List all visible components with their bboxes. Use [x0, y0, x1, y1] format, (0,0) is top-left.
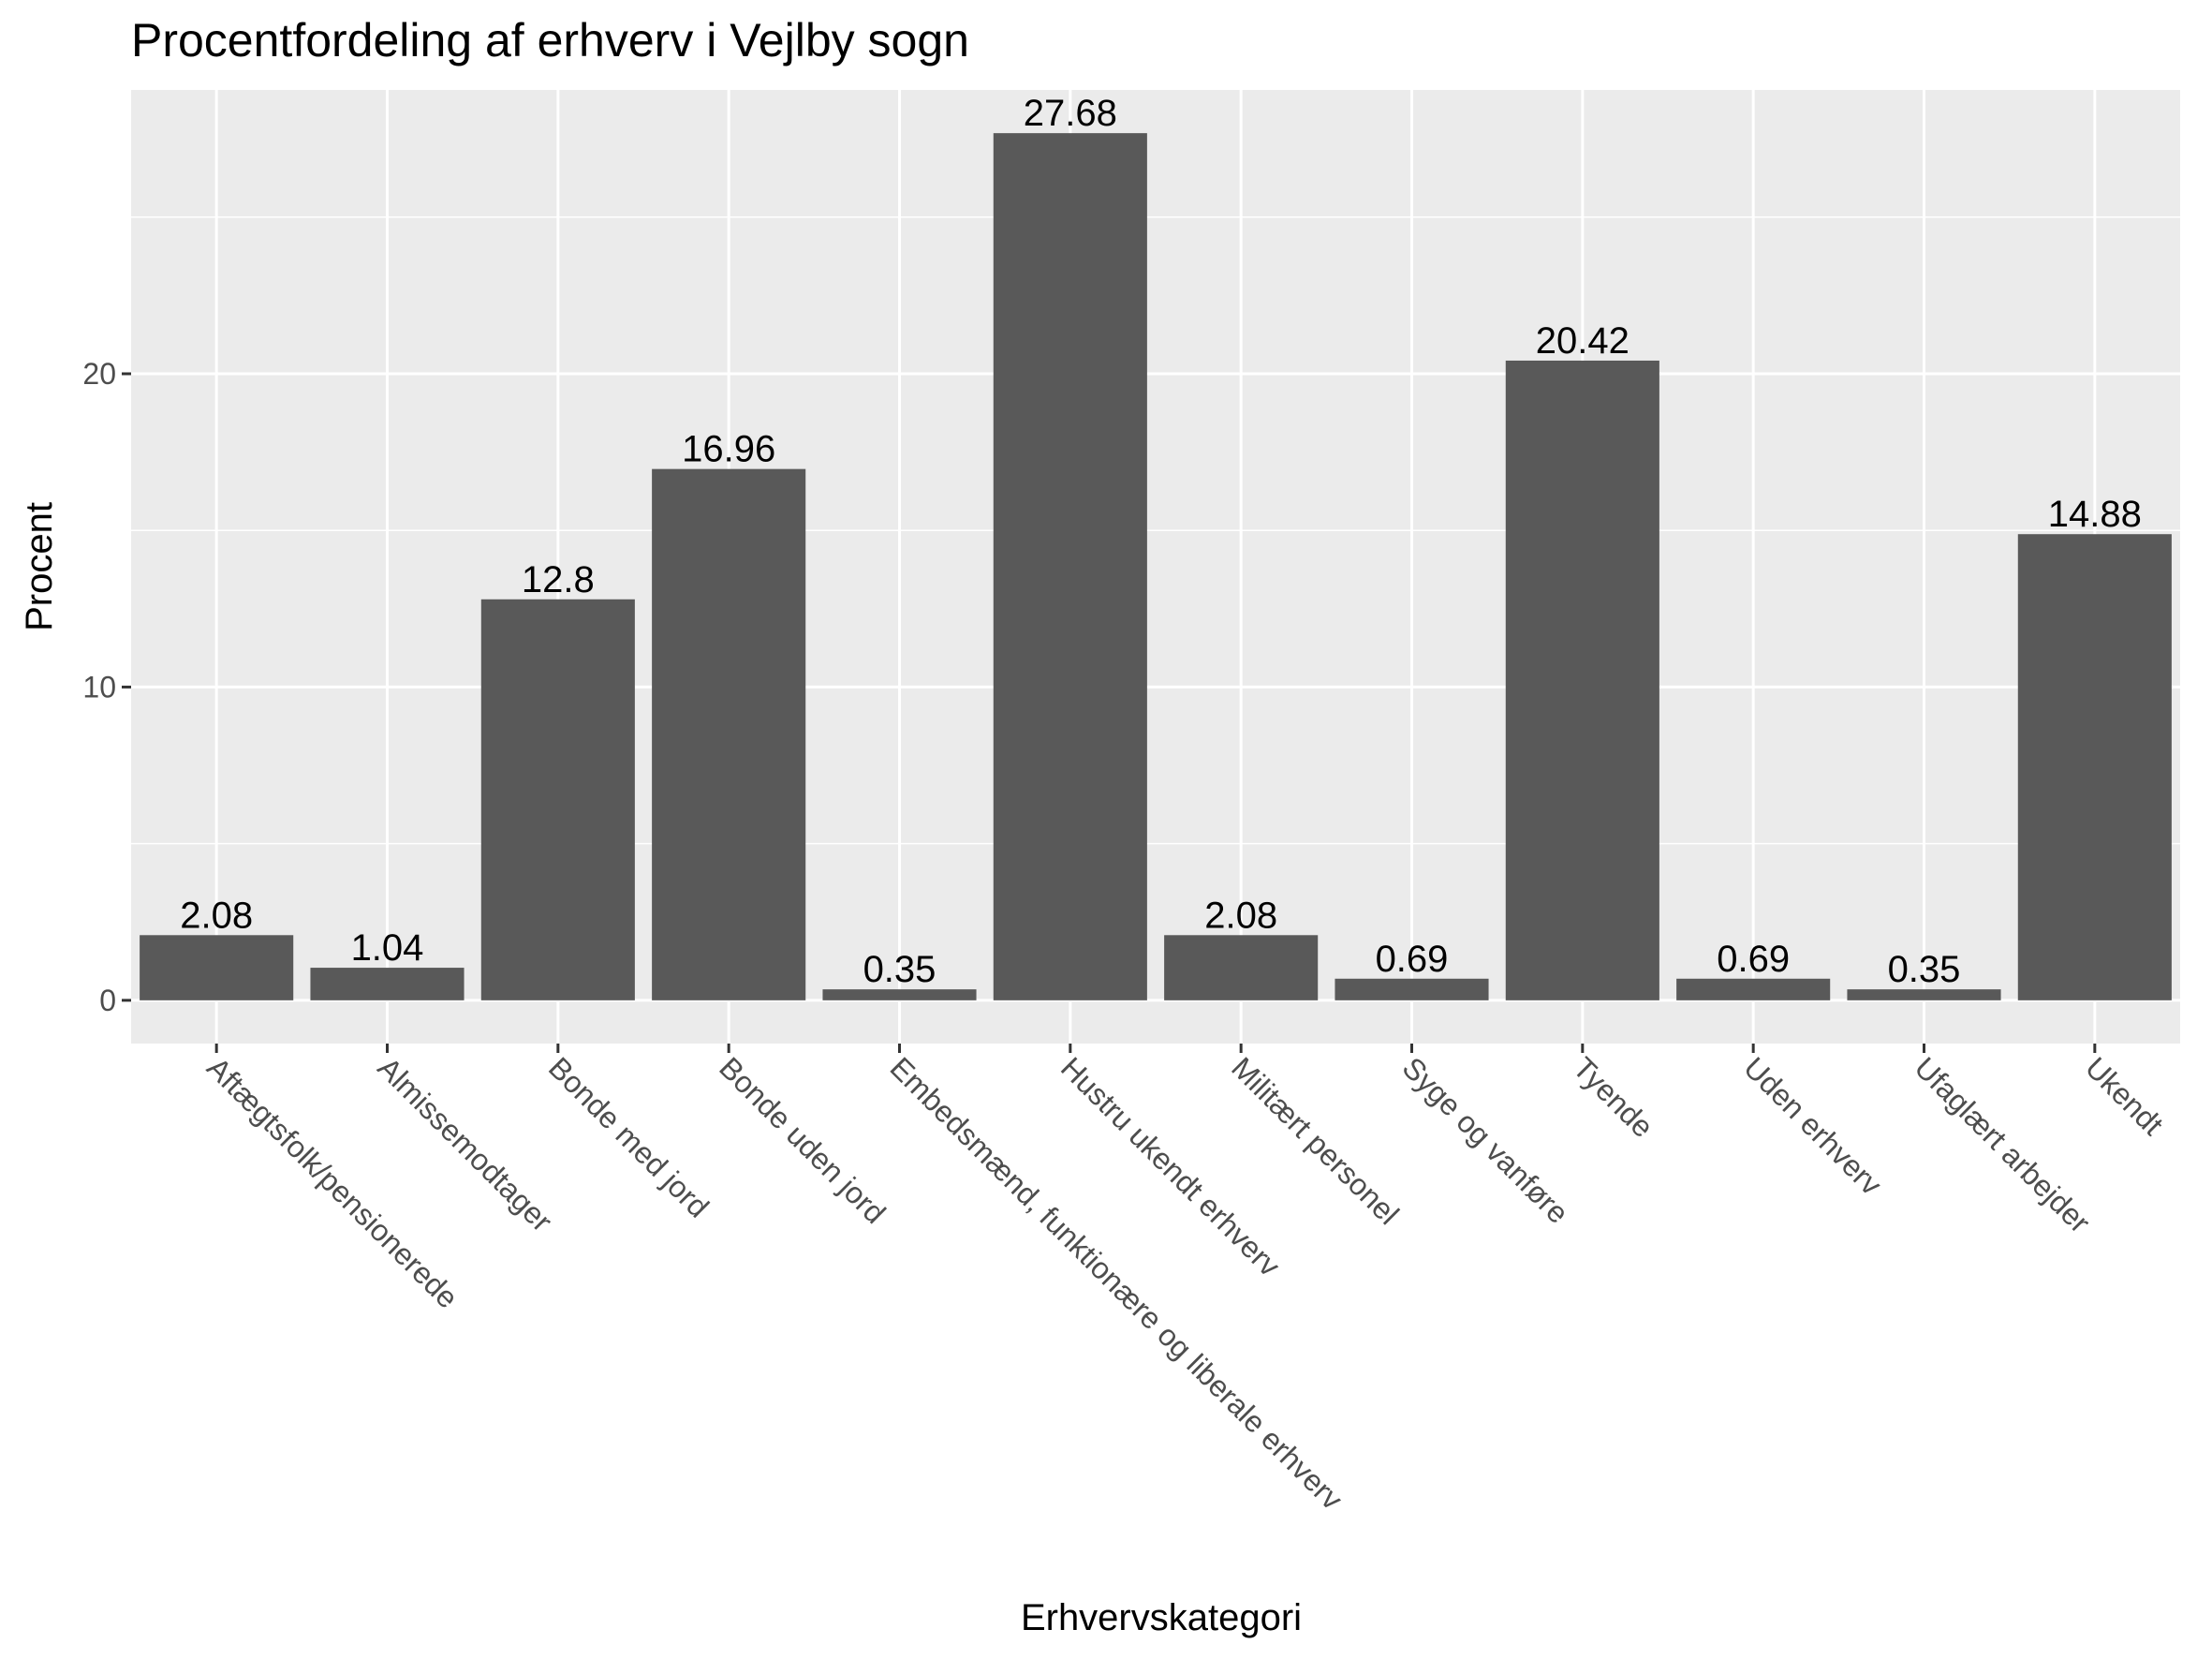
- x-tick-label: Ukendt: [2079, 1050, 2170, 1141]
- y-tick-label: 0: [99, 984, 116, 1017]
- x-tick-label: Uden erhverv: [1737, 1050, 1888, 1201]
- bar-value-label: 14.88: [2048, 494, 2142, 535]
- bar: [480, 599, 635, 1000]
- value-labels: 2.08 1.04 12.8 16.96 0.35 27.68 2.08 0.69 20.42 0…: [180, 93, 2142, 990]
- x-axis-title: Erhvervskategori: [1021, 1597, 1302, 1638]
- x-tick-label: Bonde med jord: [542, 1050, 715, 1223]
- bar-value-label: 0.35: [863, 949, 936, 990]
- bar-value-label: 2.08: [1204, 895, 1277, 936]
- bar: [140, 935, 294, 1000]
- bar: [1847, 989, 2001, 1000]
- minor-gridlines: [131, 216, 2180, 845]
- chart-title: Procentfordeling af erhverv i Vejlby sog…: [131, 14, 969, 67]
- bar: [1676, 978, 1831, 1000]
- x-tick-label: Bonde uden jord: [713, 1050, 892, 1230]
- bar-value-label: 0.69: [1717, 939, 1790, 980]
- x-tick-label: Ufaglært arbejder: [1909, 1050, 2098, 1239]
- bar: [993, 133, 1147, 1000]
- y-axis: 0 10 20: [82, 357, 131, 1017]
- bars: [140, 133, 2172, 1000]
- y-tick-label: 10: [82, 670, 116, 704]
- bar-value-label: 20.42: [1536, 320, 1630, 362]
- bar: [652, 468, 806, 1000]
- x-tick-label: Tyende: [1567, 1050, 1660, 1144]
- bar-value-label: 2.08: [180, 895, 253, 936]
- bar: [1164, 935, 1319, 1000]
- x-tick-label: Militært personel: [1225, 1050, 1406, 1231]
- x-tick-label: Almissemodtager: [372, 1050, 559, 1237]
- y-axis-title: Procent: [19, 502, 60, 631]
- bar: [2017, 534, 2172, 1000]
- x-axis: Aftægtsfolk/pensioneredeAlmissemodtagerB…: [200, 1044, 2170, 1517]
- bar-value-label: 27.68: [1024, 93, 1117, 134]
- bar-value-label: 12.8: [522, 559, 595, 600]
- bar: [1335, 978, 1489, 1000]
- bar-value-label: 0.69: [1376, 939, 1449, 980]
- bar: [822, 989, 977, 1000]
- y-tick-label: 20: [82, 357, 116, 391]
- bar-value-label: 1.04: [351, 927, 424, 969]
- plot-panel: [131, 90, 2180, 1044]
- x-tick-label: Syge og vanføre: [1396, 1050, 1575, 1229]
- bar-value-label: 16.96: [682, 429, 775, 470]
- bar-value-label: 0.35: [1888, 949, 1961, 990]
- bar: [310, 968, 465, 1000]
- bar: [1505, 360, 1659, 1000]
